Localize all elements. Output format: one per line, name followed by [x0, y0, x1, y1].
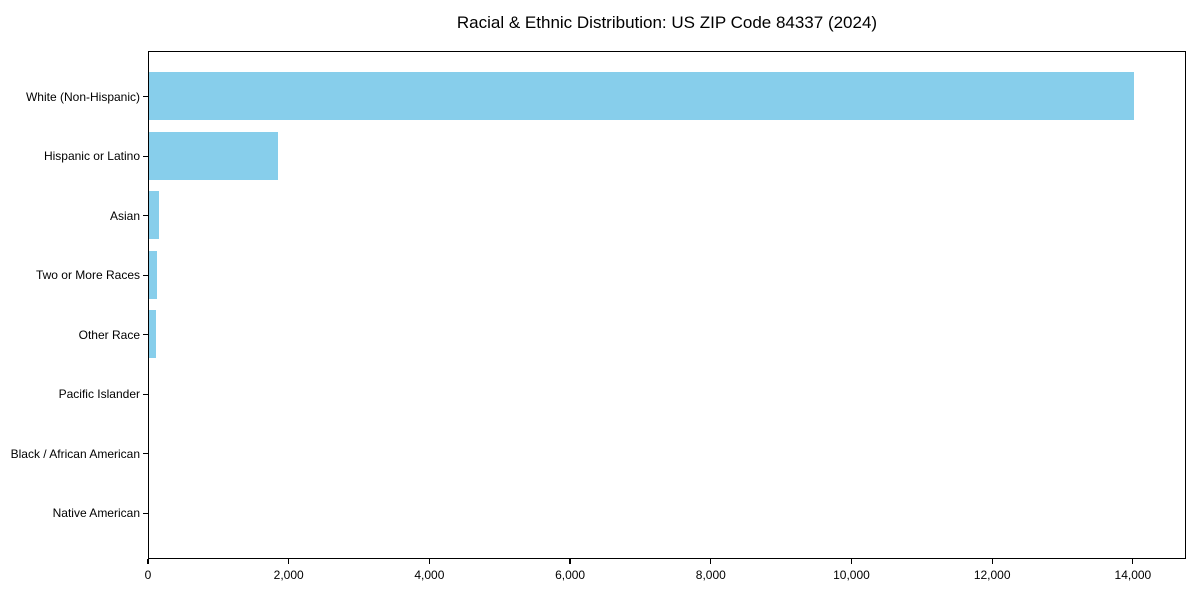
y-tick-label: Two or More Races [35, 268, 140, 283]
y-tick-label: Native American [52, 506, 140, 521]
y-axis-tick [143, 274, 148, 276]
bar-hispanic-or-latino [149, 131, 278, 180]
x-axis-tick [428, 559, 430, 564]
bar-other-race [149, 310, 156, 359]
x-axis-tick [569, 559, 571, 564]
x-axis-tick [288, 559, 290, 564]
y-tick-label: White (Non-Hispanic) [25, 89, 140, 104]
x-axis-tick [991, 559, 993, 564]
x-tick-label: 0 [144, 568, 152, 582]
bar-white-non-hispanic [149, 72, 1134, 121]
x-tick-label: 10,000 [833, 568, 870, 582]
y-tick-label: Pacific Islander [58, 387, 140, 402]
y-axis-tick [143, 215, 148, 217]
bar-two-or-more-races [149, 250, 157, 299]
y-axis-tick [143, 155, 148, 157]
x-tick-label: 8,000 [695, 568, 726, 582]
x-tick-label: 14,000 [1114, 568, 1152, 582]
plot-area [148, 51, 1186, 559]
x-axis-tick [1132, 559, 1134, 564]
bar-asian [149, 191, 159, 240]
x-tick-label: 4,000 [414, 568, 445, 582]
y-tick-label: Other Race [78, 327, 140, 342]
y-tick-label: Asian [109, 208, 140, 223]
y-axis-tick [143, 453, 148, 455]
x-tick-label: 6,000 [555, 568, 586, 582]
x-tick-label: 2,000 [273, 568, 304, 582]
y-axis-tick [143, 96, 148, 98]
x-axis-tick [710, 559, 712, 564]
y-axis-tick [143, 393, 148, 395]
y-axis-tick [143, 334, 148, 336]
x-tick-label: 12,000 [973, 568, 1011, 582]
y-axis-tick [143, 512, 148, 514]
x-axis-tick [147, 559, 149, 564]
y-tick-label: Black / African American [10, 446, 140, 461]
x-axis-tick [850, 559, 853, 564]
y-tick-label: Hispanic or Latino [43, 149, 140, 164]
chart-title: Racial & Ethnic Distribution: US ZIP Cod… [456, 13, 878, 32]
